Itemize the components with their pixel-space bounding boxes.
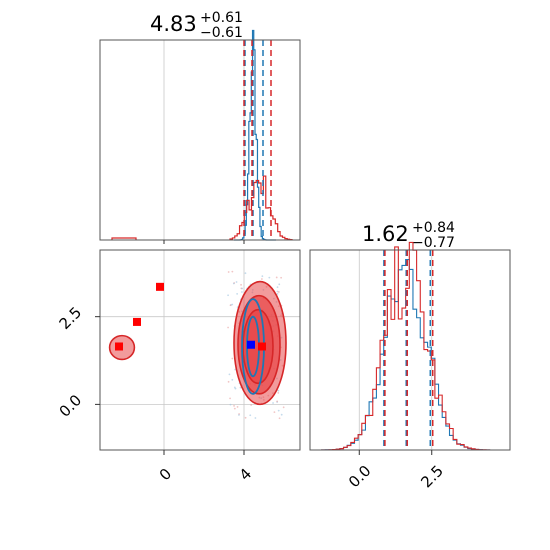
scatter-point bbox=[276, 292, 279, 295]
scatter-point bbox=[276, 400, 279, 403]
scatter-point bbox=[241, 287, 244, 290]
frame-param1 bbox=[99, 39, 301, 241]
scatter-point bbox=[276, 290, 279, 293]
histogram-blue-param1 bbox=[234, 29, 276, 241]
scatter-point bbox=[277, 392, 280, 394]
scatter-point bbox=[276, 286, 279, 289]
tick-label-param2-1: 2.5 bbox=[417, 462, 447, 492]
histogram-param1-panel bbox=[99, 29, 301, 244]
title-param2-median: 1.62 bbox=[362, 222, 409, 246]
scatter-point bbox=[278, 417, 281, 420]
scatter-point bbox=[250, 404, 253, 406]
scatter-point bbox=[261, 275, 264, 278]
marker-blue-0 bbox=[247, 340, 255, 349]
title-param2-minus: −0.77 bbox=[412, 235, 455, 251]
scatter-point bbox=[236, 406, 239, 408]
title-param2: 1.62 bbox=[362, 222, 409, 246]
scatter-point bbox=[249, 414, 252, 417]
histogram-param2-panel: 0.0 2.5 bbox=[309, 241, 511, 492]
scatter-point bbox=[231, 270, 234, 273]
scatter-point bbox=[227, 326, 229, 329]
tick-label-x-1: 4 bbox=[236, 465, 255, 484]
scatter-point bbox=[227, 380, 230, 383]
scatter-point bbox=[268, 276, 271, 279]
scatter-point bbox=[272, 402, 274, 404]
scatter-point bbox=[280, 413, 283, 416]
scatter-point bbox=[229, 403, 232, 406]
tick-label-y-0: 0.0 bbox=[56, 391, 86, 421]
frame-2d bbox=[99, 249, 301, 451]
scatter-point bbox=[228, 373, 231, 376]
scatter-point bbox=[231, 378, 234, 381]
scatter-point bbox=[254, 417, 257, 419]
scatter-point bbox=[282, 406, 285, 409]
scatter-point bbox=[227, 294, 229, 297]
title-param1-minus: −0.61 bbox=[200, 25, 243, 41]
histogram-red-param2 bbox=[321, 241, 491, 451]
tick-label-x-0: 0 bbox=[156, 465, 175, 484]
scatter-point bbox=[278, 283, 281, 286]
histogram-red-param1 bbox=[229, 175, 293, 241]
title-param2-plus: +0.84 bbox=[412, 220, 455, 236]
scatter-point bbox=[231, 303, 234, 306]
scatter-point bbox=[229, 304, 232, 307]
title-param1-plus: +0.61 bbox=[200, 10, 243, 26]
scatter-point bbox=[233, 386, 236, 389]
scatter-point bbox=[241, 291, 243, 293]
scatter-point bbox=[227, 271, 230, 273]
scatter-point bbox=[260, 278, 263, 280]
scatter-point bbox=[239, 386, 242, 389]
marker-red-2 bbox=[115, 342, 123, 351]
scatter-point bbox=[244, 272, 247, 275]
scatter-point bbox=[277, 409, 280, 412]
scatter-point bbox=[238, 414, 240, 416]
scatter-point bbox=[280, 276, 283, 279]
scatter-point bbox=[240, 283, 242, 286]
frame-param2 bbox=[309, 249, 511, 451]
scatter-point bbox=[233, 405, 235, 407]
tick-label-y-1: 2.5 bbox=[56, 303, 86, 333]
scatter-point bbox=[229, 397, 231, 400]
histogram-red-tail bbox=[111, 237, 137, 240]
scatter-point bbox=[231, 357, 234, 360]
scatter-point bbox=[233, 407, 236, 410]
tick-label-param2-0: 0.0 bbox=[345, 462, 375, 492]
scatter-point bbox=[235, 281, 238, 283]
scatter-point bbox=[277, 291, 280, 293]
scatter-point bbox=[277, 389, 280, 392]
marker-red-0 bbox=[156, 282, 164, 291]
scatter-point bbox=[273, 411, 276, 414]
scatter-point bbox=[232, 282, 235, 285]
title-param1-median: 4.83 bbox=[150, 12, 197, 36]
marker-red-1 bbox=[133, 317, 141, 326]
scatter-point bbox=[275, 276, 278, 279]
scatter-2d-panel: 0 4 0.0 2.5 bbox=[56, 249, 301, 484]
scatter-point bbox=[244, 416, 247, 419]
title-param1: 4.83 bbox=[150, 12, 197, 36]
scatter-point bbox=[236, 292, 239, 295]
marker-red-3 bbox=[258, 342, 266, 351]
